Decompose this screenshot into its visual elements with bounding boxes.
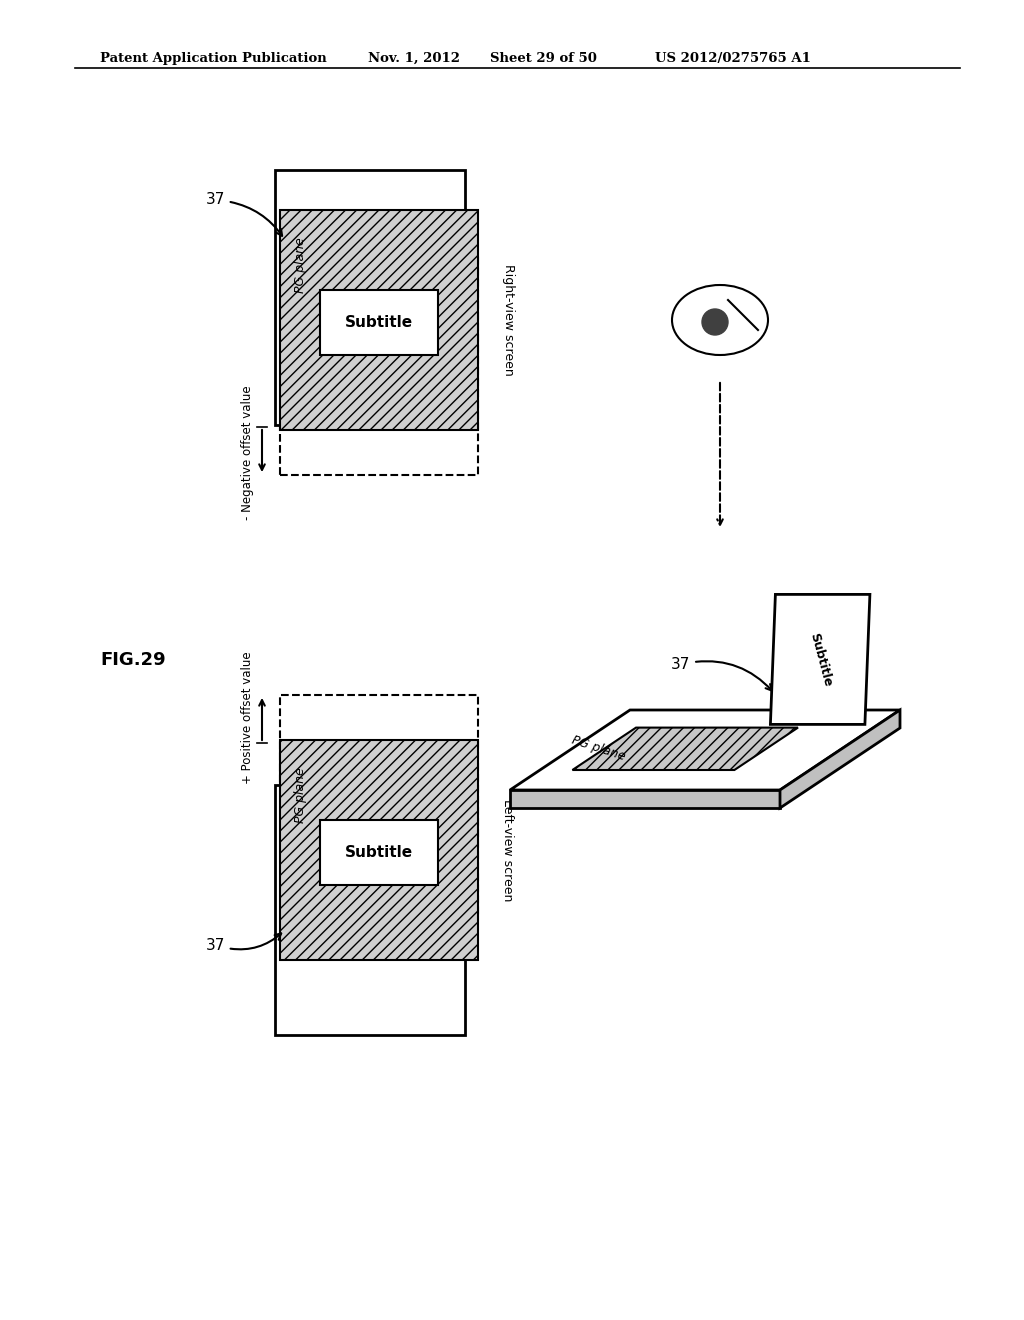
Text: Nov. 1, 2012: Nov. 1, 2012	[368, 51, 460, 65]
Circle shape	[702, 309, 728, 335]
Bar	[280, 210, 478, 430]
Bar	[275, 170, 465, 425]
Text: Subtitle: Subtitle	[807, 631, 835, 688]
Bar	[319, 290, 438, 355]
Polygon shape	[510, 789, 780, 808]
Bar	[275, 785, 465, 1035]
Bar	[319, 820, 438, 884]
Text: Subtitle: Subtitle	[345, 315, 413, 330]
Text: FIG.29: FIG.29	[100, 651, 166, 669]
Text: Right-view screen: Right-view screen	[502, 264, 514, 376]
Text: 37: 37	[206, 933, 282, 953]
Text: - Negative offset value: - Negative offset value	[241, 385, 254, 520]
Text: Subtitle: Subtitle	[345, 845, 413, 861]
Text: Patent Application Publication: Patent Application Publication	[100, 51, 327, 65]
Polygon shape	[510, 710, 900, 789]
Bar	[280, 696, 478, 915]
Polygon shape	[780, 710, 900, 808]
Polygon shape	[770, 594, 870, 725]
Text: PG plane: PG plane	[294, 238, 307, 293]
Text: PG plane: PG plane	[570, 734, 627, 763]
Text: PG plane: PG plane	[294, 767, 307, 822]
Polygon shape	[572, 727, 798, 770]
Bar	[280, 255, 478, 475]
Text: Sheet 29 of 50: Sheet 29 of 50	[490, 51, 597, 65]
Bar	[280, 741, 478, 960]
Text: US 2012/0275765 A1: US 2012/0275765 A1	[655, 51, 811, 65]
Text: 37: 37	[671, 657, 772, 690]
Text: 37: 37	[206, 193, 282, 236]
Text: Left-view screen: Left-view screen	[502, 799, 514, 902]
Text: + Positive offset value: + Positive offset value	[241, 651, 254, 784]
